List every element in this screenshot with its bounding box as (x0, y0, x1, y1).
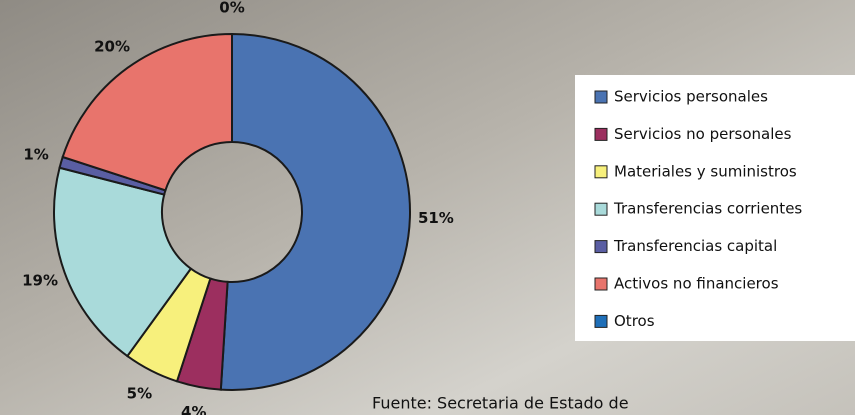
value-label: 4% (181, 403, 206, 415)
legend-swatch (594, 90, 608, 104)
legend-swatch (594, 202, 608, 216)
legend-label: Otros (614, 312, 655, 330)
legend-label: Servicios personales (614, 88, 768, 106)
legend-label: Servicios no personales (614, 125, 792, 143)
legend-label: Materiales y suministros (614, 162, 797, 180)
donut-slice (53, 166, 193, 358)
source-note: Fuente: Secretaria de Estado de (372, 394, 629, 413)
value-label: 51% (418, 209, 454, 227)
donut-slice (61, 32, 233, 192)
value-label: 19% (22, 272, 58, 290)
legend-swatch (594, 277, 608, 291)
legend-swatch (594, 127, 608, 141)
legend-label: Transferencias capital (613, 237, 777, 255)
legend-swatch (594, 314, 608, 328)
legend-label: Activos no financieros (614, 275, 779, 293)
legend-swatch (594, 165, 608, 179)
value-label: 1% (23, 146, 48, 164)
legend-swatch (594, 240, 608, 254)
legend-box (575, 75, 855, 341)
value-label: 0% (219, 0, 244, 17)
value-label: 20% (94, 37, 130, 55)
donut-slice (219, 32, 411, 391)
legend-label: Transferencias corrientes (613, 200, 802, 218)
value-label: 5% (127, 384, 152, 402)
